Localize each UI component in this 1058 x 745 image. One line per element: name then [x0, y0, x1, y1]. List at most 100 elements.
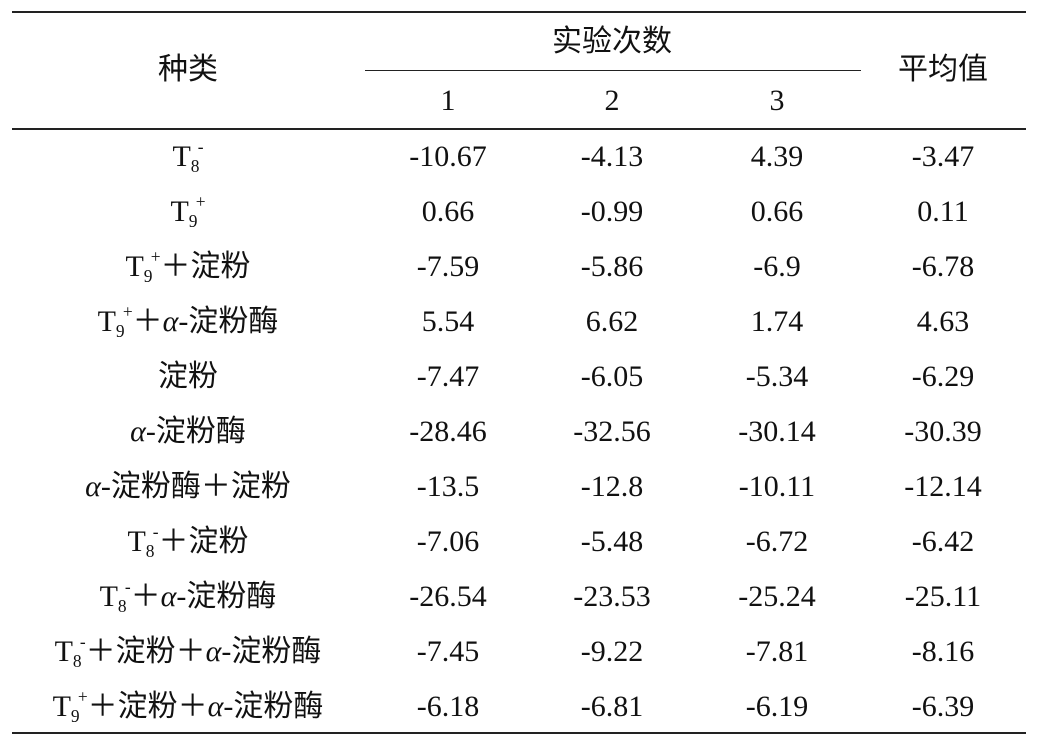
value-cell: -28.46: [409, 415, 487, 448]
value-cell: 1.74: [750, 305, 804, 338]
value-cell: -7.81: [745, 635, 809, 668]
value-cell: -32.56: [573, 415, 651, 448]
bottom-rule: [12, 732, 1026, 734]
label-part: -: [124, 576, 131, 597]
row-label: T9+＋淀粉: [125, 246, 251, 286]
label-part: ＋淀粉＋: [87, 689, 208, 723]
label-part: α: [160, 579, 177, 613]
value-cell: -6.19: [745, 690, 809, 723]
value-cell: -25.24: [738, 580, 816, 613]
label-part: α: [207, 689, 224, 723]
label-part: α: [130, 415, 146, 448]
row-label: T8-＋淀粉: [127, 521, 249, 561]
label-part: 9: [115, 320, 125, 341]
label-part: -淀粉酶: [145, 415, 246, 448]
header-cell: 3: [769, 84, 785, 117]
label-part: -淀粉酶: [178, 304, 279, 338]
value-cell: -6.81: [580, 690, 644, 723]
label-part: -: [79, 631, 86, 652]
value-cell: -26.54: [409, 580, 487, 613]
value-cell: -6.72: [745, 525, 809, 558]
mean-cell: -30.39: [904, 415, 982, 448]
mean-cell: 0.11: [917, 195, 969, 228]
label-part: 8: [72, 650, 82, 671]
value-cell: -6.9: [753, 250, 801, 283]
value-cell: -7.06: [416, 525, 480, 558]
value-cell: -10.67: [409, 140, 487, 173]
mean-cell: -6.42: [911, 525, 975, 558]
value-cell: -5.34: [745, 360, 809, 393]
value-cell: -30.14: [738, 415, 816, 448]
value-cell: -12.8: [580, 470, 644, 503]
label-part: 9: [143, 265, 153, 286]
header-cell: 2: [604, 84, 620, 117]
label-part: -淀粉酶: [221, 634, 322, 668]
label-part: 8: [117, 595, 127, 616]
header-rule: [12, 128, 1026, 130]
header-cell: 平均值: [898, 53, 988, 86]
label-part: -: [152, 521, 159, 542]
label-part: T: [170, 194, 189, 228]
mean-cell: -8.16: [911, 635, 975, 668]
label-part: -淀粉酶＋淀粉: [100, 470, 291, 503]
value-cell: 6.62: [585, 305, 639, 338]
value-cell: -23.53: [573, 580, 651, 613]
value-cell: -0.99: [580, 195, 644, 228]
mean-cell: -6.39: [911, 690, 975, 723]
label-part: -淀粉酶: [223, 689, 324, 723]
row-label: T8-＋α-淀粉酶: [99, 576, 277, 616]
row-label: T8-: [172, 136, 204, 176]
mean-cell: -6.29: [911, 360, 975, 393]
label-part: T: [127, 524, 146, 558]
value-cell: -6.05: [580, 360, 644, 393]
value-cell: -4.13: [580, 140, 644, 173]
row-label: α-淀粉酶＋淀粉: [85, 472, 291, 502]
top-rule: [12, 11, 1026, 13]
row-label: T9+＋淀粉＋α-淀粉酶: [52, 686, 324, 726]
label-part: T: [125, 249, 144, 283]
row-label: T8-＋淀粉＋α-淀粉酶: [54, 631, 322, 671]
value-cell: -6.18: [416, 690, 480, 723]
header-cell: 实验次数: [552, 25, 672, 58]
label-part: ＋淀粉＋: [85, 634, 206, 668]
row-label: 淀粉: [158, 362, 218, 392]
value-cell: -7.47: [416, 360, 480, 393]
header-cell: 种类: [158, 53, 218, 86]
mean-cell: -3.47: [911, 140, 975, 173]
mean-cell: -12.14: [904, 470, 982, 503]
mean-cell: -6.78: [911, 250, 975, 283]
label-part: T: [54, 634, 73, 668]
label-part: T: [52, 689, 71, 723]
label-part: 9: [70, 705, 80, 726]
label-part: 9: [188, 210, 198, 231]
mean-cell: -25.11: [904, 580, 982, 613]
label-part: T: [99, 579, 118, 613]
label-part: ＋淀粉: [158, 524, 249, 558]
value-cell: -7.59: [416, 250, 480, 283]
label-part: T: [97, 304, 116, 338]
value-cell: 5.54: [421, 305, 475, 338]
header-cell: 1: [440, 84, 456, 117]
value-cell: 0.66: [421, 195, 475, 228]
label-part: 淀粉: [158, 360, 218, 393]
label-part: ＋: [132, 304, 163, 338]
label-part: α: [85, 470, 101, 503]
row-label: α-淀粉酶: [130, 417, 246, 447]
label-part: +: [122, 301, 133, 322]
value-cell: -13.5: [416, 470, 480, 503]
label-part: ＋淀粉: [160, 249, 251, 283]
label-part: T: [172, 139, 191, 173]
label-part: -淀粉酶: [176, 579, 277, 613]
value-cell: 4.39: [750, 140, 804, 173]
value-cell: -5.86: [580, 250, 644, 283]
label-part: +: [150, 246, 161, 267]
label-part: ＋: [130, 579, 161, 613]
value-cell: -7.45: [416, 635, 480, 668]
label-part: -: [197, 136, 204, 157]
row-label: T9+: [170, 193, 205, 231]
label-part: +: [77, 686, 88, 707]
row-label: T9+＋α-淀粉酶: [97, 301, 279, 341]
group-rule: [365, 70, 861, 71]
value-cell: -10.11: [738, 470, 816, 503]
